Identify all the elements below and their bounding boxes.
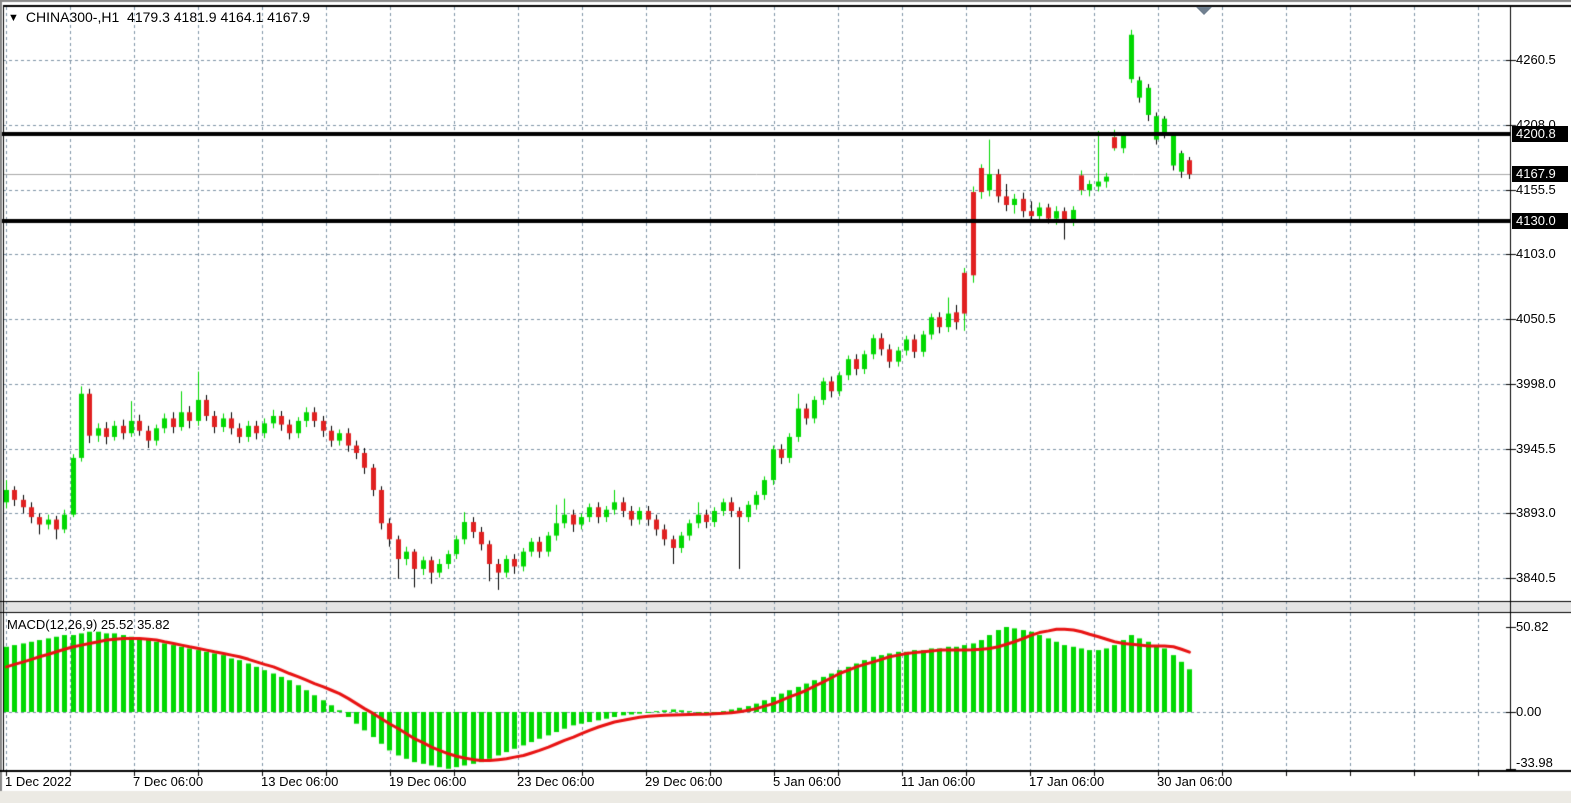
macd-pane[interactable]: [3, 613, 1510, 770]
pane-splitter[interactable]: [0, 601, 1571, 612]
chart-shift-marker-icon[interactable]: [1196, 7, 1212, 15]
main-price-pane[interactable]: [3, 7, 1510, 601]
